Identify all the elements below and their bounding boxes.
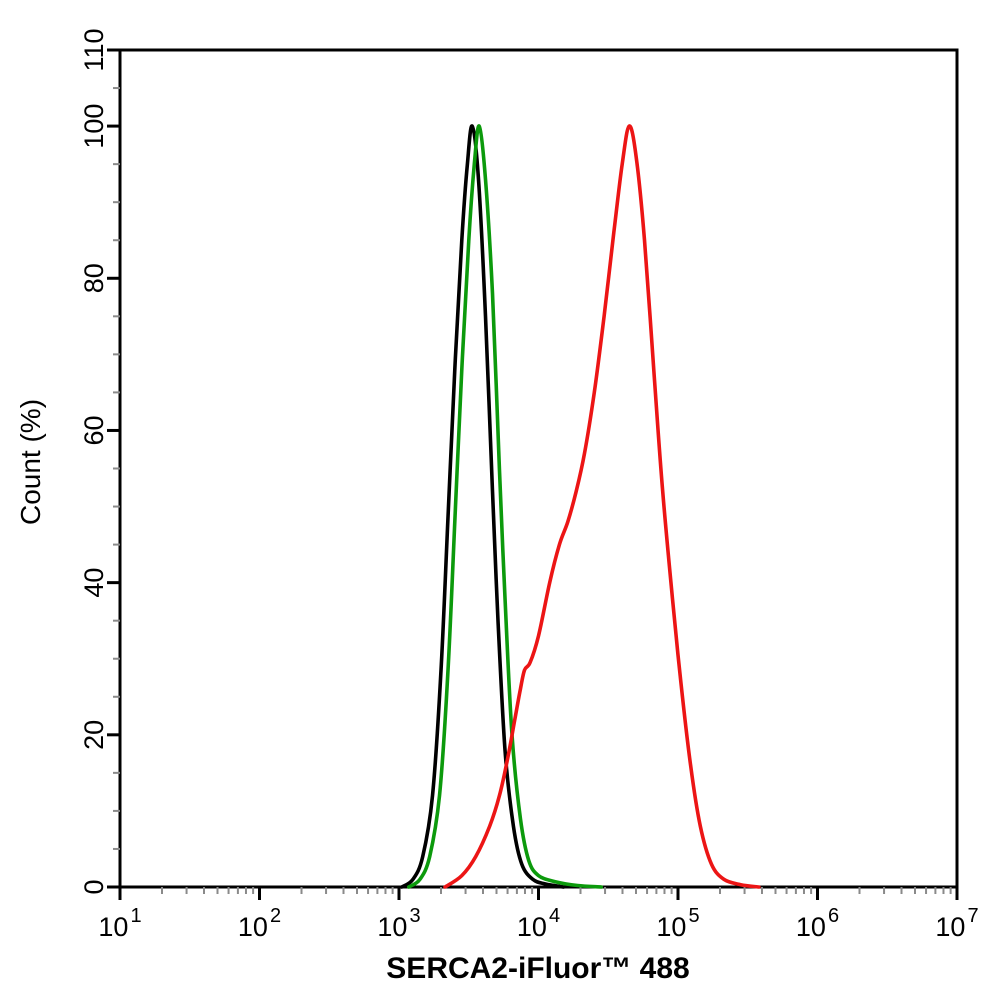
x-axis-title: SERCA2-iFluor™ 488 <box>386 952 689 985</box>
x-tick-label: 10 7 <box>935 905 978 942</box>
x-tick-label: 10 3 <box>377 905 420 942</box>
y-tick-label: 20 <box>79 720 109 750</box>
y-tick-label: 40 <box>79 568 109 598</box>
y-tick-label: 0 <box>79 879 109 894</box>
y-tick-label: 60 <box>79 415 109 445</box>
y-tick-label: 100 <box>79 104 109 149</box>
x-tick-label: 10 2 <box>238 905 281 942</box>
plot-frame <box>118 48 959 889</box>
y-tick-label: 110 <box>79 28 109 71</box>
curve-green <box>407 124 604 889</box>
x-tick-label: 10 4 <box>517 905 560 942</box>
x-tick-label: 10 5 <box>656 905 699 942</box>
x-tick-label: 10 6 <box>796 905 839 942</box>
y-axis-title: Count (%) <box>15 399 46 525</box>
curve-red <box>443 124 761 889</box>
y-tick-label: 80 <box>79 263 109 293</box>
x-tick-label: 10 1 <box>98 905 141 942</box>
curve-black <box>400 124 566 889</box>
